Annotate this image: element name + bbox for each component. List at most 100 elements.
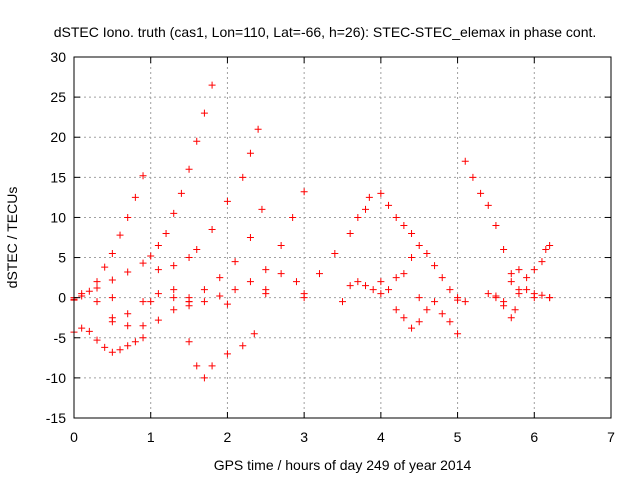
series-8: [170, 188, 308, 306]
data-point: [262, 266, 270, 274]
plot-frame: [73, 56, 612, 419]
data-point: [258, 205, 266, 213]
data-point: [177, 189, 185, 197]
x-tick-label: 1: [147, 429, 155, 445]
series-14: [461, 157, 523, 298]
data-point: [78, 324, 86, 332]
data-point: [377, 189, 385, 197]
data-point: [124, 310, 132, 318]
data-point: [408, 254, 416, 262]
data-point: [300, 290, 308, 298]
data-point: [208, 362, 216, 370]
data-point: [131, 338, 139, 346]
data-point: [170, 209, 178, 217]
y-tick-label: -5: [54, 330, 67, 346]
data-point: [538, 291, 546, 299]
data-point: [231, 286, 239, 294]
data-point: [162, 229, 170, 237]
series-16: [484, 266, 554, 306]
data-point: [492, 221, 500, 229]
grid-layer: [74, 57, 611, 418]
data-point: [223, 300, 231, 308]
data-point: [124, 322, 132, 330]
data-point: [216, 274, 224, 282]
series-11: [377, 189, 469, 306]
data-point: [354, 278, 362, 286]
data-point: [346, 229, 354, 237]
data-point: [139, 322, 147, 330]
data-point: [423, 306, 431, 314]
data-point: [461, 157, 469, 165]
data-point: [500, 246, 508, 254]
data-point: [101, 263, 109, 271]
data-point: [147, 252, 155, 260]
y-tick-label: 0: [58, 290, 66, 306]
data-point: [154, 266, 162, 274]
x-tick-label: 7: [607, 429, 615, 445]
data-point: [93, 336, 101, 344]
y-tick-label: -15: [46, 410, 66, 426]
series-2: [70, 324, 147, 356]
y-tick-label: 25: [50, 89, 66, 105]
data-point: [484, 201, 492, 209]
data-point: [331, 250, 339, 258]
data-point: [546, 294, 554, 302]
data-point: [346, 282, 354, 290]
data-point: [277, 242, 285, 250]
data-point: [200, 109, 208, 117]
data-point: [108, 318, 116, 326]
data-point: [377, 290, 385, 298]
series-1: [70, 172, 147, 304]
data-point: [262, 286, 270, 294]
x-tick-label: 5: [454, 429, 462, 445]
data-point: [446, 286, 454, 294]
data-point: [461, 298, 469, 306]
data-point: [431, 298, 439, 306]
series-13: [346, 254, 416, 294]
y-tick-label: 5: [58, 250, 66, 266]
data-point: [438, 310, 446, 318]
data-point: [185, 254, 193, 262]
data-point: [93, 284, 101, 292]
data-point: [116, 231, 124, 239]
data-point: [131, 193, 139, 201]
data-point: [93, 298, 101, 306]
data-point: [170, 294, 178, 302]
x-tick-label: 3: [300, 429, 308, 445]
data-point: [289, 213, 297, 221]
data-point: [185, 294, 193, 302]
data-point: [231, 258, 239, 266]
axis-ticks: 0 1 2 3 4 5 6 7 -15 -10 -5 0 5 10 15 20 25 30: [46, 49, 615, 445]
series-5: [154, 125, 262, 274]
y-tick-label: 10: [50, 209, 66, 225]
data-point: [523, 286, 531, 294]
data-point: [500, 298, 508, 306]
data-point: [454, 330, 462, 338]
data-point: [208, 225, 216, 233]
data-point: [339, 298, 346, 306]
data-point: [300, 188, 308, 196]
data-point: [108, 294, 116, 302]
data-point: [170, 262, 178, 270]
data-point: [431, 262, 439, 270]
data-point: [400, 314, 408, 322]
data-point: [216, 292, 224, 300]
data-point: [385, 286, 393, 294]
data-point: [250, 330, 258, 338]
data-point: [185, 338, 193, 346]
data-point: [193, 137, 201, 145]
data-point: [139, 259, 147, 267]
data-point: [185, 165, 193, 173]
series-15: [500, 242, 554, 322]
x-tick-label: 6: [530, 429, 538, 445]
series-7: [185, 330, 258, 382]
data-point: [415, 242, 423, 250]
data-point: [139, 298, 147, 306]
data-point: [246, 149, 254, 157]
data-point: [239, 173, 247, 181]
y-tick-label: 30: [50, 49, 66, 65]
y-axis-label: dSTEC / TECUs: [4, 187, 20, 289]
data-point: [246, 234, 254, 241]
